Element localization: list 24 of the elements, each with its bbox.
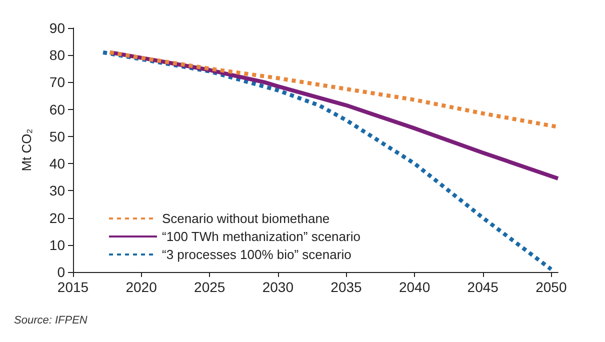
x-tick-label: 2050 xyxy=(536,279,567,295)
y-tick-label: 80 xyxy=(49,47,66,64)
legend-label: Scenario without biomethane xyxy=(162,211,330,226)
line-series xyxy=(101,50,554,272)
y-tick-label: 50 xyxy=(49,128,66,144)
x-tick-label: 2015 xyxy=(57,279,89,295)
x-tick-label: 2045 xyxy=(467,279,499,295)
x-tick-label: 2030 xyxy=(262,279,294,295)
y-tick-label: 40 xyxy=(49,156,66,172)
x-tick-label: 2035 xyxy=(330,279,362,295)
legend-label: “100 TWh methanization” scenario xyxy=(162,229,360,244)
y-axis-title: Mt CO₂ xyxy=(19,128,34,172)
y-tick-label: 60 xyxy=(49,101,66,118)
source-note: Source: IFPEN xyxy=(14,314,88,326)
y-tick-label: 70 xyxy=(49,74,66,90)
y-tick-label: 30 xyxy=(49,182,66,199)
x-tick-label: 2020 xyxy=(126,279,158,295)
legend-label: “3 processes 100% bio” scenario xyxy=(162,247,352,262)
x-tick-label: 2040 xyxy=(398,279,430,295)
y-tick-label: 0 xyxy=(57,264,66,280)
y-tick-label: 20 xyxy=(49,210,66,226)
y-tick-label: 90 xyxy=(49,20,66,36)
y-tick-label: 10 xyxy=(49,236,66,253)
x-tick-label: 2025 xyxy=(194,279,226,295)
